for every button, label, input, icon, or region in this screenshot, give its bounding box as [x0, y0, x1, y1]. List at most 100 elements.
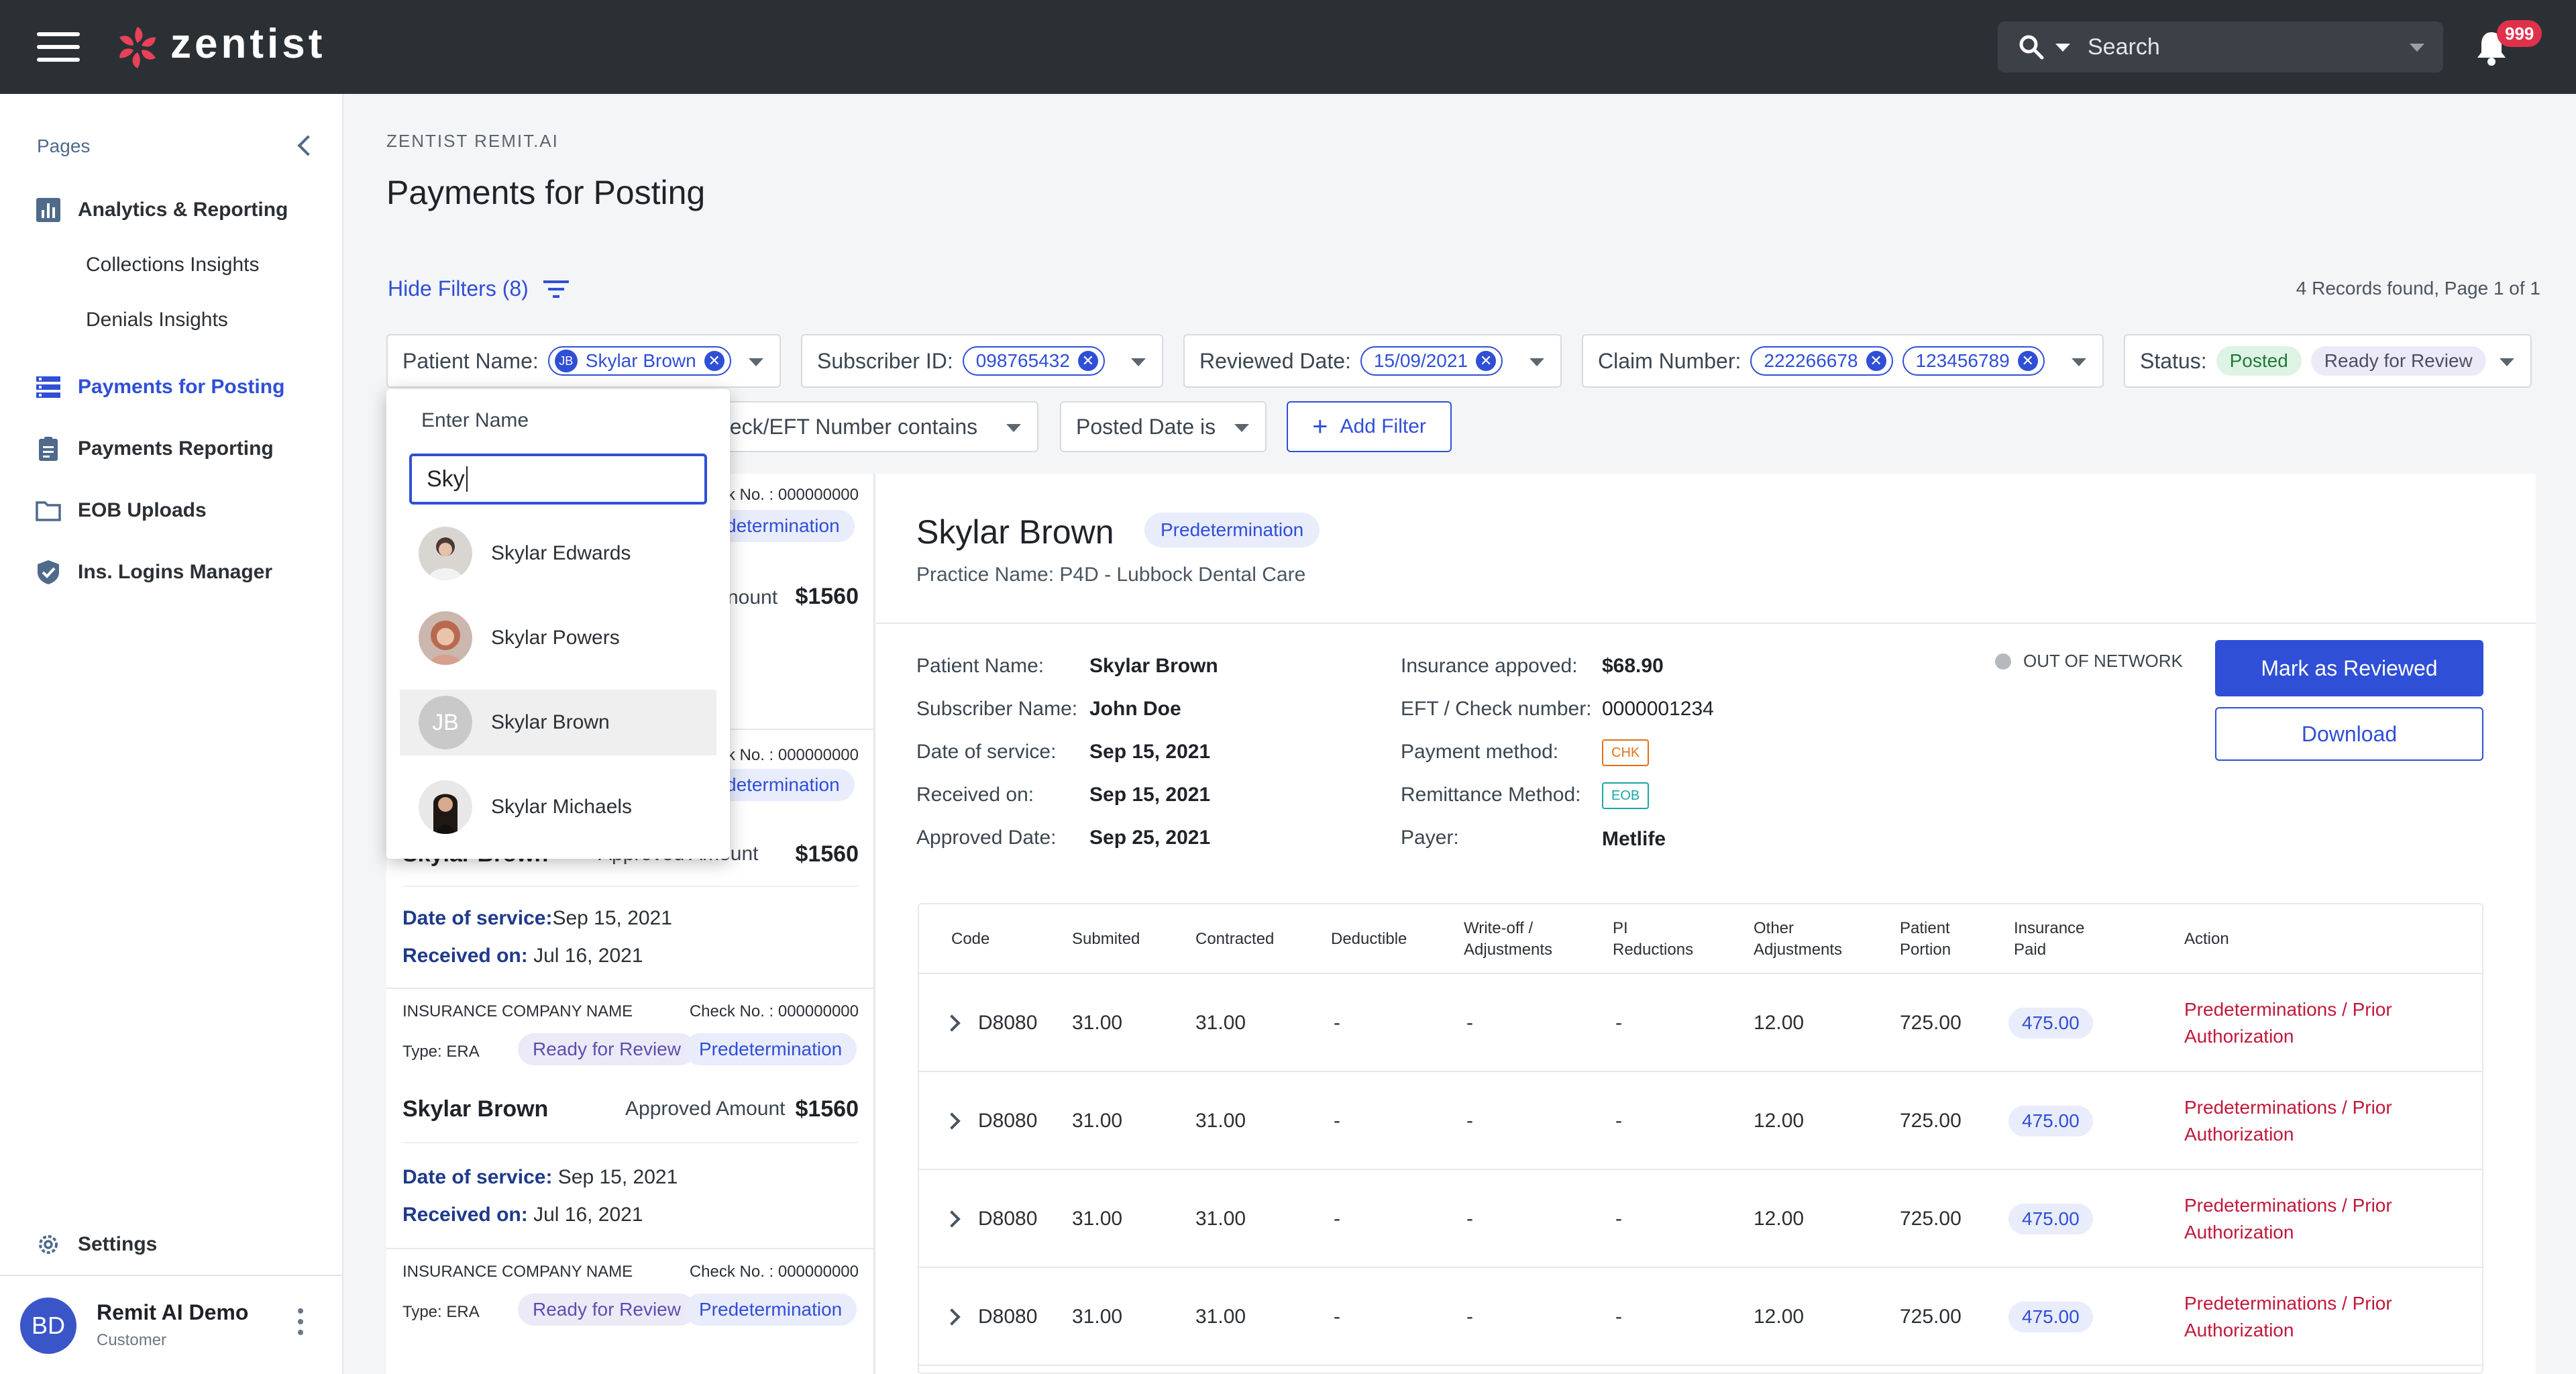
field-label: Patient Name:: [916, 655, 1044, 677]
chevron-down-icon[interactable]: [1006, 424, 1021, 432]
cell-writeoff: -: [1466, 1110, 1473, 1132]
status-filter[interactable]: Status: Posted Ready for Review: [2124, 334, 2532, 388]
action-link[interactable]: Predeterminations / Prior Authorization: [2184, 999, 2392, 1047]
sidebar-item-eob-uploads[interactable]: EOB Uploads: [35, 494, 207, 527]
remove-chip-icon[interactable]: ✕: [1866, 351, 1886, 371]
detail-patient-name: Skylar Brown: [916, 513, 1114, 551]
list-item[interactable]: INSURANCE COMPANY NAME Check No. : 000000…: [386, 990, 873, 1249]
filter-label: Posted Date is: [1076, 414, 1216, 439]
clipboard-icon: [39, 437, 58, 461]
action-link[interactable]: Predeterminations / Prior Authorization: [2184, 1293, 2392, 1340]
hide-filters-button[interactable]: Hide Filters (8): [388, 276, 570, 301]
claim-number-filter[interactable]: Claim Number: 222266678 ✕ 123456789 ✕: [1582, 334, 2104, 388]
posted-date-filter[interactable]: Posted Date is: [1060, 401, 1267, 452]
cell-contracted: 31.00: [1195, 1208, 1246, 1230]
user-profile[interactable]: BD Remit AI Demo Customer: [20, 1295, 329, 1359]
table-row[interactable]: D8080 31.00 31.00 - - - 12.00 725.00 475…: [919, 1170, 2482, 1268]
status-chip-ready[interactable]: Ready for Review: [2310, 346, 2486, 376]
action-link[interactable]: Predeterminations / Prior Authorization: [2184, 1097, 2392, 1145]
list-item[interactable]: INSURANCE COMPANY NAME Check No. : 000000…: [386, 1251, 873, 1374]
claim-chip[interactable]: 222266678 ✕: [1750, 346, 1893, 376]
remove-chip-icon[interactable]: ✕: [704, 351, 724, 371]
sidebar-item-settings[interactable]: Settings: [35, 1228, 157, 1261]
sidebar-item-analytics[interactable]: Analytics & Reporting: [35, 193, 288, 227]
sidebar-item-payments-reporting[interactable]: Payments Reporting: [35, 432, 274, 466]
dropdown-option-skylar-michaels[interactable]: Skylar Michaels: [400, 774, 716, 840]
menu-icon[interactable]: [37, 32, 80, 62]
add-filter-button[interactable]: + Add Filter: [1287, 401, 1452, 452]
field-value: Skylar Brown: [1089, 655, 1218, 677]
remove-chip-icon[interactable]: ✕: [2017, 351, 2038, 371]
reviewed-date-chip[interactable]: 15/09/2021 ✕: [1360, 346, 1503, 376]
patient-chip[interactable]: JB Skylar Brown ✕: [547, 346, 731, 376]
table-row[interactable]: D8080 31.00 31.00 - - - 12.00 725.00 475…: [919, 1268, 2482, 1366]
list-item[interactable]: ck No. : 000000000 determination nount $…: [386, 474, 873, 730]
notification-count-badge: 999: [2497, 20, 2542, 47]
cell-writeoff: -: [1466, 1306, 1473, 1328]
dropdown-option-skylar-edwards[interactable]: Skylar Edwards: [400, 521, 716, 586]
field-label: Remittance Method:: [1401, 784, 1581, 806]
records-count: 4 Records found, Page 1 of 1: [2296, 278, 2540, 299]
search-dropdown-icon[interactable]: [2410, 44, 2424, 52]
insurance-paid-pill: 475.00: [2008, 1204, 2093, 1234]
expand-row-icon[interactable]: [943, 1210, 961, 1228]
chevron-down-icon[interactable]: [749, 358, 763, 366]
remove-chip-icon[interactable]: ✕: [1077, 351, 1098, 371]
action-link[interactable]: Predeterminations / Prior Authorization: [2184, 1195, 2392, 1243]
mark-as-reviewed-button[interactable]: Mark as Reviewed: [2215, 640, 2483, 696]
zentist-logo-icon: [119, 27, 156, 68]
chevron-down-icon[interactable]: [2500, 358, 2514, 366]
claim-chip[interactable]: 123456789 ✕: [1902, 346, 2045, 376]
global-search[interactable]: Search: [1998, 21, 2443, 72]
cell-patient-portion: 725.00: [1900, 1110, 1962, 1132]
chevron-down-icon[interactable]: [1234, 424, 1249, 432]
chevron-down-icon[interactable]: [1131, 358, 1146, 366]
cell-pi: -: [1615, 1306, 1622, 1328]
cell-submitted: 31.00: [1072, 1012, 1123, 1034]
check-number: ck No. : 000000000: [718, 486, 859, 504]
column-header: PI Reductions: [1613, 919, 1694, 959]
expand-row-icon[interactable]: [943, 1308, 961, 1326]
patient-name-filter[interactable]: Patient Name: JB Skylar Brown ✕: [386, 334, 781, 388]
cell-patient-portion: 725.00: [1900, 1208, 1962, 1230]
field-label: Payment method:: [1401, 741, 1559, 763]
reviewed-date-filter[interactable]: Reviewed Date: 15/09/2021 ✕: [1183, 334, 1562, 388]
subscriber-chip[interactable]: 098765432 ✕: [962, 346, 1105, 376]
chip-text: 123456789: [1915, 350, 2010, 371]
remove-chip-icon[interactable]: ✕: [1476, 351, 1497, 371]
download-button[interactable]: Download: [2215, 707, 2483, 761]
cell-patient-portion: 725.00: [1900, 1012, 1962, 1034]
patient-name-search-input[interactable]: Sky: [409, 454, 707, 505]
expand-row-icon[interactable]: [943, 1014, 961, 1032]
chevron-down-icon[interactable]: [2072, 358, 2086, 366]
chip-avatar: JB: [554, 350, 578, 372]
table-row[interactable]: D8080 31.00 31.00 - - - 12.00 725.00 475…: [919, 974, 2482, 1072]
sidebar-item-payments-for-posting[interactable]: Payments for Posting: [35, 370, 284, 404]
practice-name: Practice Name: P4D - Lubbock Dental Care: [916, 564, 1306, 586]
chevron-down-icon[interactable]: [1529, 358, 1544, 366]
cell-pi: -: [1615, 1110, 1622, 1132]
payment-detail-panel: Skylar Brown Predetermination Practice N…: [876, 474, 2536, 1374]
check-eft-filter[interactable]: neck/EFT Number contains: [711, 401, 1038, 452]
sidebar-subitem-collections-insights[interactable]: Collections Insights: [86, 254, 260, 276]
status-chip-posted[interactable]: Posted: [2216, 346, 2302, 376]
expand-row-icon[interactable]: [943, 1112, 961, 1130]
dropdown-option-skylar-powers[interactable]: Skylar Powers: [400, 605, 716, 671]
collapse-sidebar-icon[interactable]: [297, 135, 319, 156]
sidebar-item-ins-logins-manager[interactable]: Ins. Logins Manager: [35, 556, 272, 589]
cell-other: 12.00: [1754, 1306, 1805, 1328]
detail-type-badge: Predetermination: [1144, 513, 1320, 547]
subscriber-id-filter[interactable]: Subscriber ID: 098765432 ✕: [801, 334, 1163, 388]
list-icon: [36, 376, 60, 398]
dropdown-option-skylar-brown[interactable]: JB Skylar Brown: [400, 690, 716, 755]
search-placeholder[interactable]: Search: [2088, 34, 2160, 60]
search-scope-caret-icon[interactable]: [2055, 44, 2070, 52]
more-options-icon[interactable]: [298, 1308, 305, 1340]
cell-submitted: 31.00: [1072, 1306, 1123, 1328]
column-header: Insurance Paid: [2014, 919, 2085, 959]
field-value: Sep 25, 2021: [1089, 827, 1211, 849]
option-name: Skylar Brown: [491, 711, 610, 733]
sidebar-item-label: EOB Uploads: [78, 499, 207, 521]
table-row[interactable]: D8080 31.00 31.00 - - - 12.00 725.00 475…: [919, 1072, 2482, 1170]
sidebar-subitem-denials-insights[interactable]: Denials Insights: [86, 309, 228, 331]
